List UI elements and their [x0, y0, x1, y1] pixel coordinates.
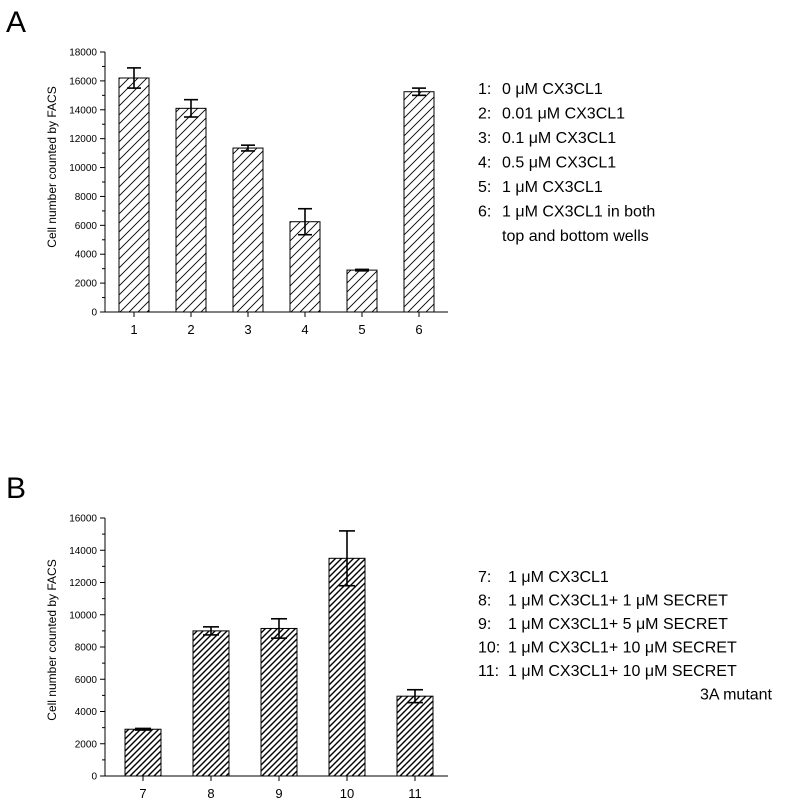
- x-tick-label-1: 1: [130, 322, 137, 337]
- y-tick-label-a: 16000: [69, 76, 97, 87]
- y-tick-label-a: 8000: [75, 192, 98, 203]
- y-tick-label-b: 14000: [69, 546, 97, 557]
- legend-id-a: 1:: [478, 81, 491, 98]
- legend-label-a: 0.5 μM CX3CL1: [502, 155, 616, 172]
- y-tick-label-b: 4000: [75, 707, 98, 718]
- bar-10: [328, 557, 366, 777]
- x-tick-label-2: 2: [187, 322, 194, 337]
- legend-b: 7: 1 μM CX3CL1 8: 1 μM CX3CL1+ 1 μM SECRET 9…: [478, 569, 773, 704]
- y-axis-title-b: Cell number counted by FACS: [45, 559, 59, 720]
- bar-4: [289, 221, 321, 313]
- y-tick-label-a: 18000: [69, 48, 97, 59]
- x-tick-label-11: 11: [408, 786, 422, 800]
- y-tick-label-a: 12000: [69, 134, 97, 145]
- legend-id-a: 3:: [478, 130, 491, 147]
- bar-11: [396, 695, 434, 777]
- y-tick-label-a: 2000: [75, 279, 98, 290]
- y-tick-label-a: 10000: [69, 163, 97, 174]
- y-tick-label-a: 14000: [69, 105, 97, 116]
- x-tick-label-8: 8: [207, 786, 214, 800]
- x-tick-label-7: 7: [139, 786, 146, 800]
- x-tick-label-3: 3: [244, 322, 251, 337]
- panel-letter-a: A: [6, 6, 26, 39]
- bar-9: [260, 627, 298, 777]
- legend-label-b: 1 μM CX3CL1: [508, 569, 609, 586]
- y-tick-label-b: 2000: [75, 739, 98, 750]
- x-tick-label-9: 9: [275, 786, 282, 800]
- plot-a: 0 2000 4000 6000 8000 10000 12000 14000 16000 180…: [69, 48, 448, 337]
- x-tick-label-5: 5: [358, 322, 365, 337]
- legend-id-b: 10:: [478, 640, 500, 657]
- legend-label-a: 1 μM CX3CL1: [502, 179, 603, 196]
- x-tick-label-4: 4: [301, 322, 308, 337]
- y-tick-label-b: 0: [91, 772, 97, 783]
- x-tick-label-10: 10: [340, 786, 354, 800]
- panel-b: B 0 2000 4000 6000 8000 10000 12000 14000 16000 7…: [6, 472, 773, 800]
- y-tick-label-b: 10000: [69, 610, 97, 621]
- legend-label-a: 0 μM CX3CL1: [502, 81, 603, 98]
- panel-a: A 0 2000 4000 6000 8000 10000 12000 14000 16000 1…: [6, 6, 655, 337]
- bar-6: [403, 91, 435, 313]
- y-tick-label-a: 6000: [75, 221, 98, 232]
- legend-label-a: 0.1 μM CX3CL1: [502, 130, 616, 147]
- legend-label-a: 0.01 μM CX3CL1: [502, 106, 625, 123]
- legend-label-a: 1 μM CX3CL1 in both: [502, 204, 655, 221]
- plot-b: 0 2000 4000 6000 8000 10000 12000 14000 16000 7 8 9…: [69, 514, 448, 800]
- bar-1: [118, 77, 150, 313]
- legend-label-b: 3A mutant: [700, 687, 773, 704]
- x-tick-label-6: 6: [415, 322, 422, 337]
- y-tick-label-a: 0: [91, 308, 97, 319]
- legend-id-b: 9:: [478, 616, 491, 633]
- legend-id-a: 2:: [478, 106, 491, 123]
- bar-8: [192, 630, 230, 777]
- y-tick-label-b: 8000: [75, 643, 98, 654]
- legend-id-b: 11:: [478, 663, 499, 680]
- y-tick-label-b: 6000: [75, 675, 98, 686]
- bar-5: [346, 269, 378, 313]
- legend-a: 1: 0 μM CX3CL1 2: 0.01 μM CX3CL1 3: 0.1 μM CX…: [478, 81, 655, 245]
- y-tick-label-b: 12000: [69, 578, 97, 589]
- legend-id-a: 5:: [478, 179, 491, 196]
- legend-label-b: 1 μM CX3CL1+ 5 μM SECRET: [508, 616, 728, 633]
- legend-id-b: 7:: [478, 569, 491, 586]
- y-tick-label-b: 16000: [69, 514, 97, 525]
- y-axis-title-a: Cell number counted by FACS: [45, 86, 59, 247]
- legend-label-b: 1 μM CX3CL1+ 10 μM SECRET: [508, 663, 737, 680]
- panel-letter-b: B: [6, 472, 26, 505]
- legend-label-b: 1 μM CX3CL1+ 1 μM SECRET: [508, 593, 728, 610]
- legend-id-b: 8:: [478, 593, 491, 610]
- bar-7: [124, 728, 162, 777]
- legend-label-a: top and bottom wells: [502, 228, 649, 245]
- y-tick-label-a: 4000: [75, 250, 98, 261]
- bar-2: [175, 107, 207, 313]
- bar-3: [232, 147, 264, 313]
- legend-id-a: 6:: [478, 204, 491, 221]
- legend-id-a: 4:: [478, 155, 491, 172]
- legend-label-b: 1 μM CX3CL1+ 10 μM SECRET: [508, 640, 737, 657]
